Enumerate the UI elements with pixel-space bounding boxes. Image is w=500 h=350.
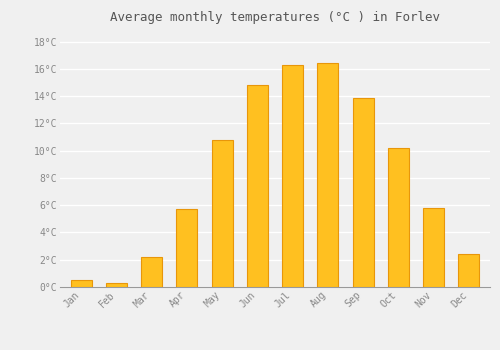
Bar xyxy=(247,85,268,287)
Bar xyxy=(458,254,479,287)
Bar xyxy=(318,63,338,287)
Bar xyxy=(141,257,162,287)
Bar xyxy=(106,283,127,287)
Bar xyxy=(70,280,92,287)
Bar xyxy=(212,140,233,287)
Bar xyxy=(282,65,303,287)
Bar xyxy=(388,148,409,287)
Title: Average monthly temperatures (°C ) in Forlev: Average monthly temperatures (°C ) in Fo… xyxy=(110,11,440,24)
Bar xyxy=(423,208,444,287)
Bar xyxy=(352,98,374,287)
Bar xyxy=(176,209,198,287)
